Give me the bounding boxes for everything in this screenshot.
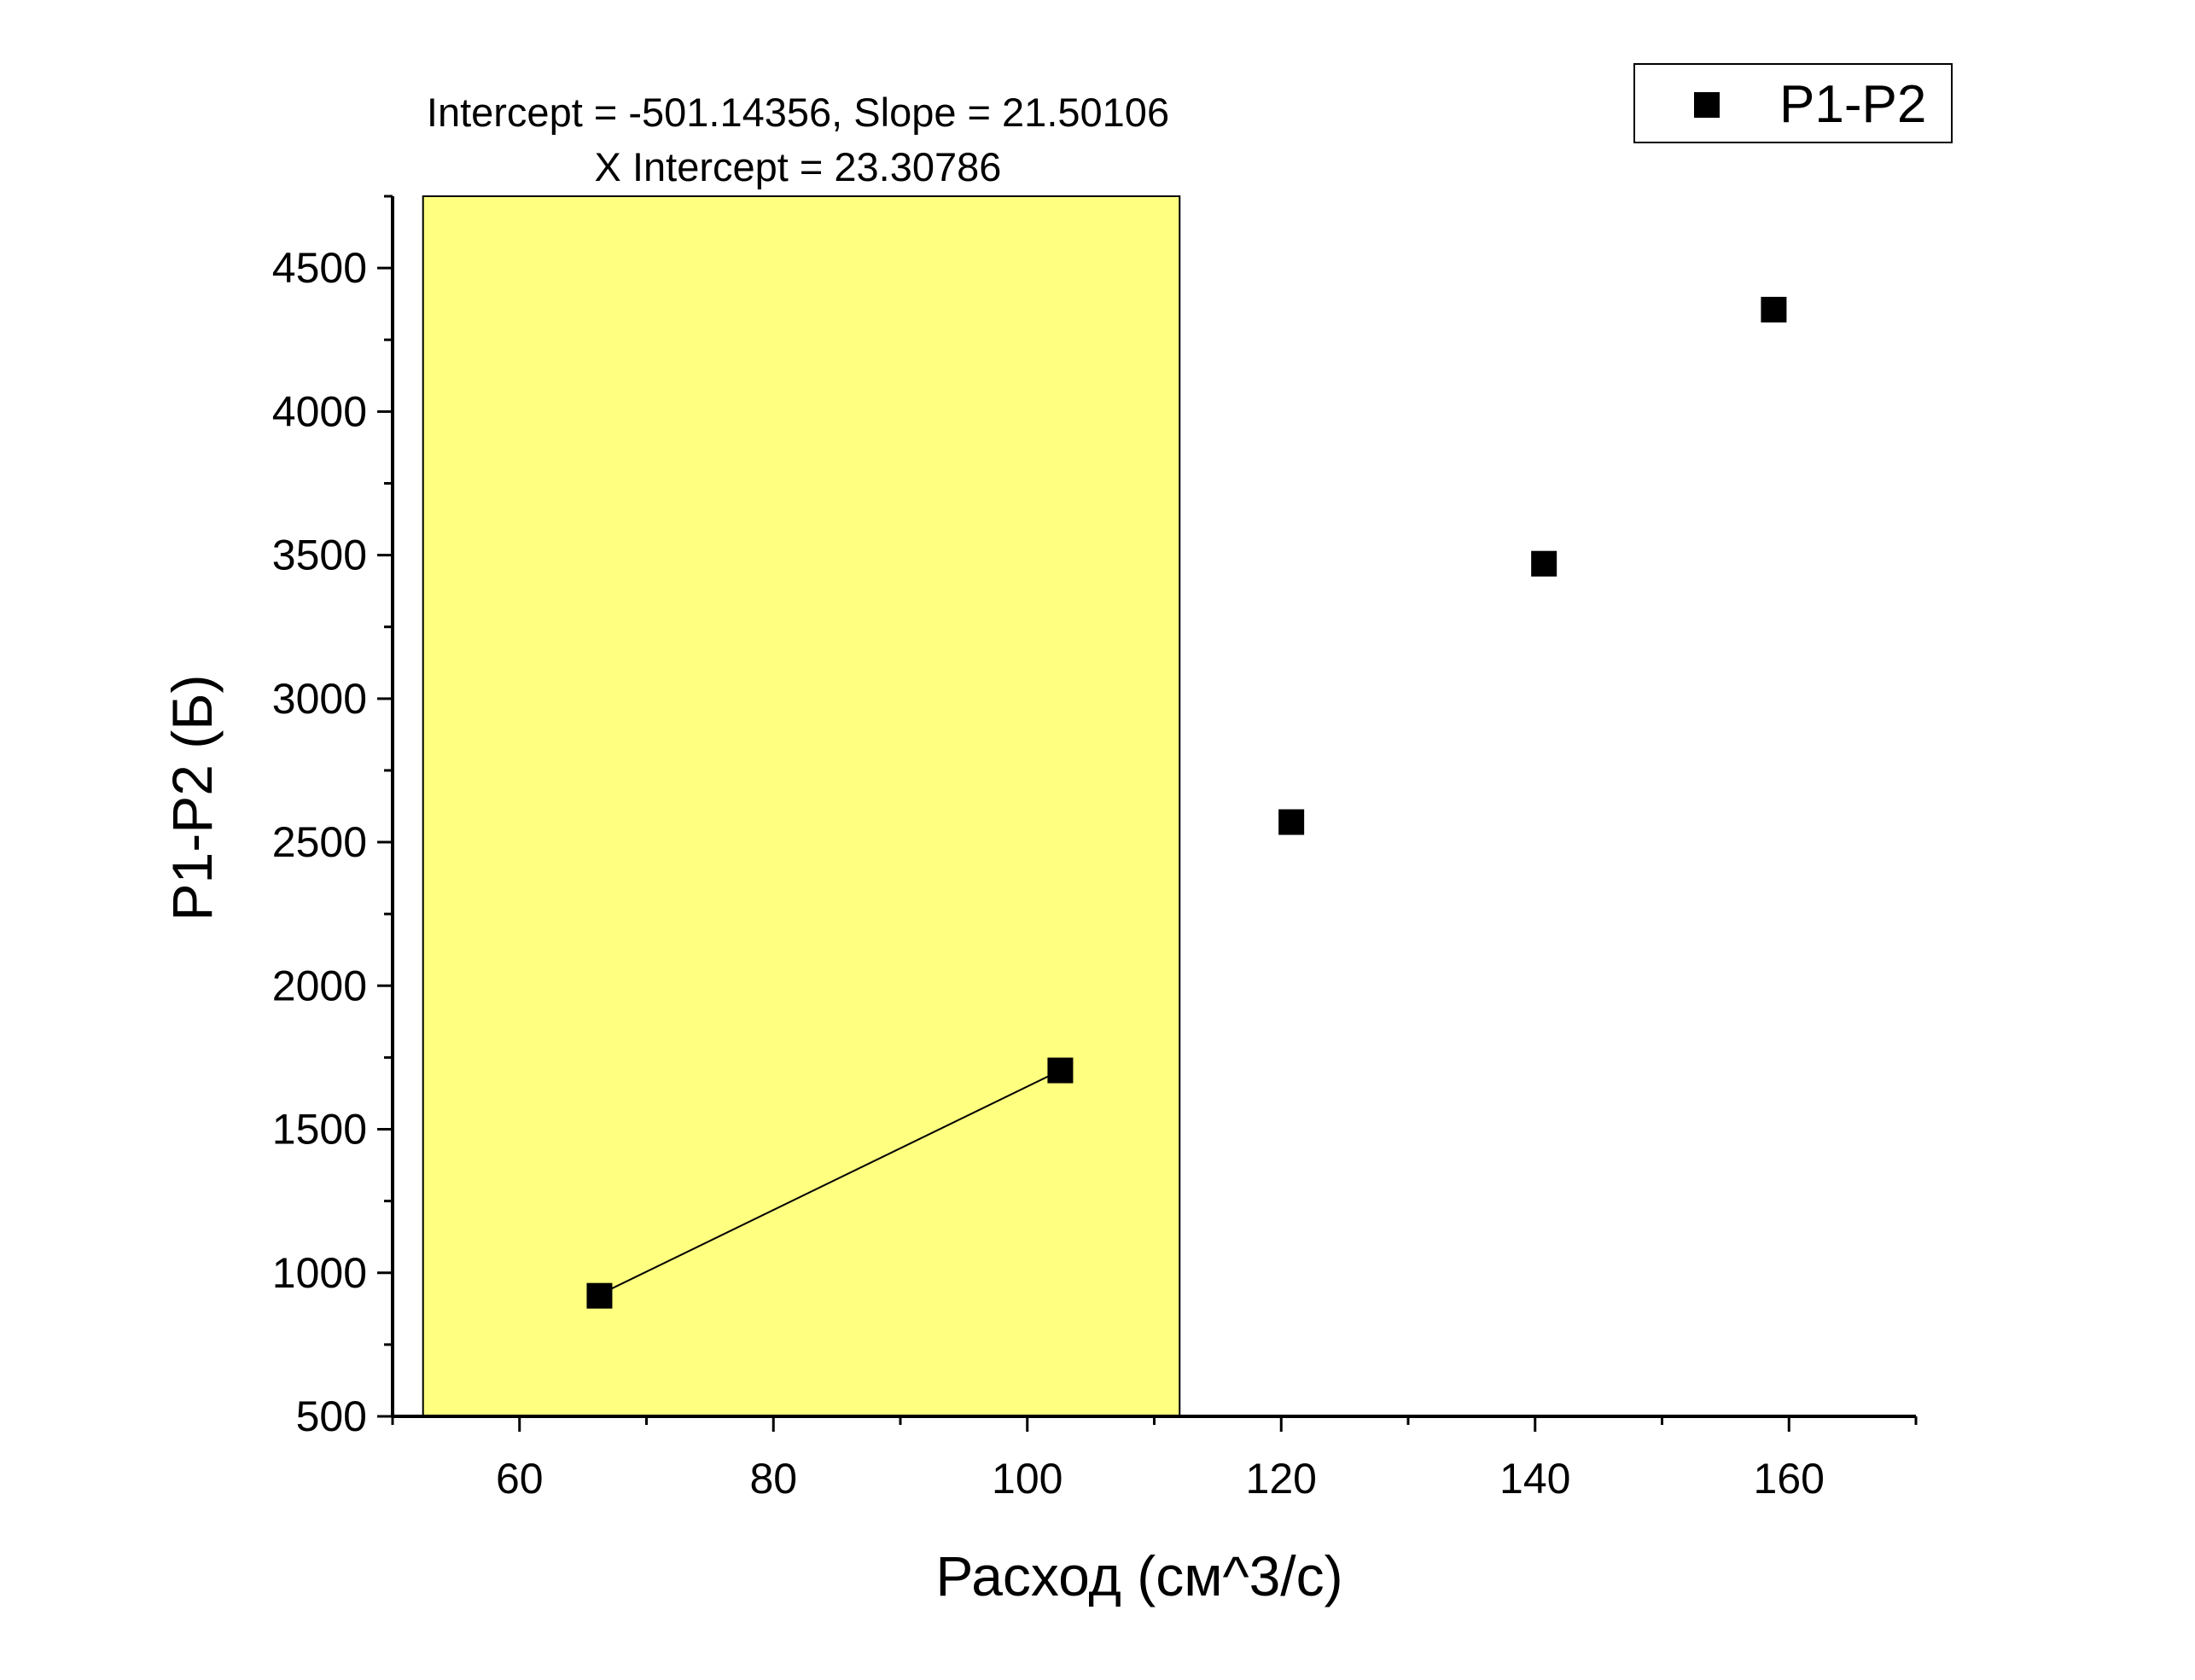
y-tick-label: 3500 [272, 532, 367, 579]
x-tick-label: 140 [1499, 1455, 1570, 1503]
x-axis-title: Расход (см^3/с) [935, 1544, 1342, 1607]
legend: P1-P2 [1633, 63, 1953, 143]
highlight-region [422, 195, 1181, 1417]
legend-marker [1694, 92, 1720, 118]
data-point [1761, 296, 1787, 323]
x-tick-label: 120 [1246, 1455, 1317, 1503]
x-tick-label: 80 [749, 1455, 797, 1503]
y-tick-label: 1000 [272, 1249, 367, 1297]
y-tick-label: 3000 [272, 675, 367, 723]
y-tick-label: 4000 [272, 387, 367, 435]
x-tick-label: 60 [496, 1455, 544, 1503]
data-point [1278, 809, 1305, 835]
y-tick-label: 500 [296, 1392, 367, 1440]
legend-box [1633, 63, 1953, 143]
fit-annotation-line-1: Intercept = -501.14356, Slope = 21.50106 [427, 90, 1169, 135]
fit-annotation-line-2: X Intercept = 23.30786 [595, 144, 1002, 189]
y-tick-label: 2500 [272, 818, 367, 866]
x-tick-label: 100 [992, 1455, 1063, 1503]
legend-label: P1-P2 [1779, 75, 1926, 134]
y-axis-title: P1-P2 (Б) [160, 674, 224, 921]
y-tick-label: 4500 [272, 244, 367, 292]
data-point [1047, 1057, 1074, 1084]
data-point [586, 1282, 613, 1309]
y-tick-label: 2000 [272, 962, 367, 1009]
y-tick-label: 1500 [272, 1106, 367, 1154]
x-tick-label: 160 [1754, 1455, 1825, 1503]
fit-line [599, 1069, 1061, 1296]
data-point [1531, 550, 1557, 577]
